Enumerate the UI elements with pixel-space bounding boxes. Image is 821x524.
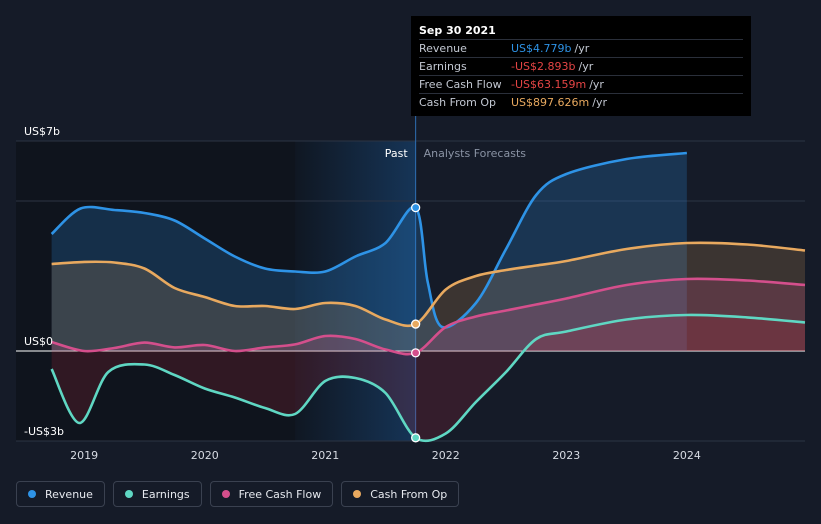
revenue-point [411, 202, 421, 213]
tooltip-row-free-cash-flow: Free Cash Flow -US$63.159m /yr [419, 75, 743, 93]
tooltip-unit: /yr [592, 96, 607, 109]
earnings-line [50, 313, 806, 443]
y-tick-label: US$7b [24, 125, 60, 138]
past-label: Past [385, 147, 409, 160]
earnings-point [411, 433, 421, 443]
y-tick-label: US$0 [24, 335, 53, 348]
revenue-line [50, 151, 687, 329]
tooltip-label: Revenue [419, 42, 467, 55]
x-tick-label: 2022 [432, 449, 460, 462]
legend-dot-icon [221, 490, 230, 498]
tooltip-unit: /yr [574, 42, 590, 55]
legend-item-cash-from-op[interactable]: Cash From Op [341, 481, 460, 507]
free-cash-flow-line [51, 277, 806, 356]
tooltip-row-earnings: Earnings -US$2.893b /yr [419, 57, 743, 75]
earnings-area [51, 314, 806, 441]
tooltip-label: Cash From Op [419, 96, 497, 109]
legend-item-earnings[interactable]: Earnings [112, 481, 202, 507]
legend-dot-icon [353, 490, 362, 498]
legend-item-free-cash-flow[interactable]: Free Cash Flow [209, 481, 334, 507]
tooltip-unit: /yr [589, 78, 604, 91]
tooltip-value: -US$63.159m [511, 78, 587, 91]
free-cash-flow-area [51, 278, 806, 355]
tooltip-row-cash-from-op: Cash From Op US$897.626m /yr [419, 93, 743, 111]
x-tick-label: 2019 [70, 449, 98, 462]
x-tick-label: 2023 [552, 449, 580, 462]
tooltip-date: Sep 30 2021 [419, 24, 496, 37]
forecast-label: Analysts Forecasts [424, 147, 527, 160]
legend-label: Free Cash Flow [238, 487, 322, 501]
x-tick-label: 2024 [673, 449, 701, 462]
tooltip: Sep 30 2021 Revenue US$4.779b /yr Earnin… [411, 16, 751, 116]
cash-from-op-line [51, 241, 806, 328]
x-tick-label: 2020 [191, 449, 219, 462]
tooltip-label: Free Cash Flow [419, 78, 502, 91]
legend-label: Revenue [45, 487, 93, 501]
tooltip-row-revenue: Revenue US$4.779b /yr [419, 39, 743, 57]
legend-dot-icon [28, 490, 36, 498]
y-tick-label: -US$3b [24, 425, 64, 438]
legend-dot-icon [124, 490, 133, 498]
chart: US$7b US$0 -US$3b 2019 2020 2021 2022 2023 2024 P… [16, 16, 806, 462]
cash-from-op-point [411, 319, 421, 329]
x-tick-label: 2021 [311, 449, 339, 462]
legend: Revenue Earnings Free Cash Flow Cash Fro… [16, 481, 460, 507]
legend-label: Earnings [141, 487, 190, 501]
free-cash-flow-point [411, 348, 421, 358]
tooltip-unit: /yr [578, 60, 594, 73]
tooltip-label: Earnings [419, 60, 467, 73]
legend-label: Cash From Op [370, 487, 448, 501]
tooltip-value: -US$2.893b [511, 60, 576, 73]
legend-item-revenue[interactable]: Revenue [16, 481, 105, 507]
cash-from-op-area [51, 242, 806, 351]
tooltip-value: US$897.626m [511, 96, 590, 109]
tooltip-value: US$4.779b [511, 42, 572, 55]
